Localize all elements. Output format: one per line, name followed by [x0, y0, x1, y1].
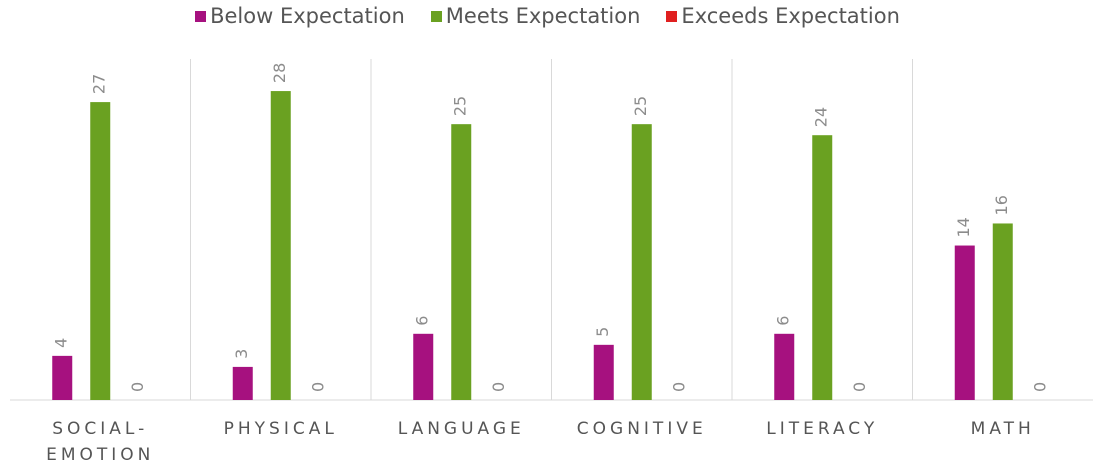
bar [593, 344, 614, 400]
legend-item: Exceeds Expectation [666, 4, 900, 28]
x-tick-label: PHYSICAL [223, 419, 338, 439]
data-label: 0 [308, 382, 327, 392]
data-label: 28 [270, 63, 289, 83]
bar [413, 333, 434, 400]
legend: Below Expectation Meets Expectation Exceed… [0, 4, 1095, 28]
data-label: 16 [992, 195, 1011, 215]
bar [812, 135, 833, 400]
x-tick-label: LANGUAGE [397, 419, 525, 439]
legend-label: Exceeds Expectation [681, 4, 900, 28]
x-tick-label: MATH [970, 419, 1035, 439]
x-tick-label: SOCIAL-EMOTION [46, 419, 155, 465]
bar [774, 333, 795, 400]
legend-swatch [666, 10, 678, 22]
legend-item: Below Expectation [195, 4, 405, 28]
bar [992, 223, 1013, 400]
data-label: 0 [669, 382, 688, 392]
bar [90, 102, 111, 400]
data-label: 14 [954, 217, 973, 237]
legend-label: Below Expectation [210, 4, 405, 28]
data-label: 24 [812, 107, 831, 127]
bar [451, 124, 472, 401]
data-label: 25 [451, 96, 470, 116]
data-label: 0 [128, 382, 147, 392]
legend-item: Meets Expectation [430, 4, 641, 28]
data-label: 4 [52, 338, 71, 348]
data-label: 0 [489, 382, 508, 392]
data-label: 6 [413, 316, 432, 326]
legend-swatch [430, 10, 442, 22]
data-label: 25 [631, 96, 650, 116]
bar [270, 91, 291, 401]
bar [954, 245, 975, 400]
x-tick-label: COGNITIVE [576, 419, 707, 439]
x-tick-label: LITERACY [766, 419, 879, 439]
data-label: 3 [232, 349, 251, 359]
data-label: 0 [850, 382, 869, 392]
data-label: 5 [593, 327, 612, 337]
data-label: 27 [90, 74, 109, 94]
data-label: 6 [774, 316, 793, 326]
legend-label: Meets Expectation [445, 4, 641, 28]
bar [232, 366, 253, 400]
data-label: 0 [1030, 382, 1049, 392]
legend-swatch [195, 10, 207, 22]
bar [52, 355, 73, 400]
bar [631, 124, 652, 401]
